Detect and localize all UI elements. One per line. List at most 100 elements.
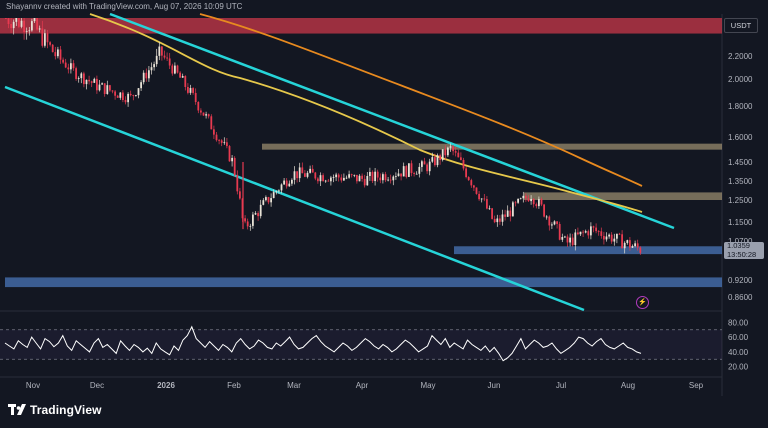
candle [340, 177, 343, 181]
candle [80, 73, 83, 79]
time-tick-label: Nov [26, 381, 40, 390]
candle [379, 177, 382, 181]
brand[interactable]: TradingView [8, 403, 102, 417]
candle [574, 232, 577, 246]
candle [309, 168, 311, 173]
ma-long-line [199, 13, 643, 187]
candle [483, 198, 486, 200]
candle [514, 202, 517, 204]
candle [532, 198, 535, 205]
candle [616, 233, 618, 239]
lightning-icon[interactable]: ⚡ [636, 296, 649, 309]
candle [285, 180, 288, 187]
candle [595, 227, 597, 232]
time-tick-label: Dec [90, 381, 104, 390]
candle [280, 184, 283, 191]
candle [324, 180, 327, 182]
candle [20, 20, 23, 27]
candle [522, 195, 525, 199]
candle [327, 180, 330, 182]
candle [249, 225, 252, 227]
candle [163, 55, 166, 58]
candle [132, 95, 135, 96]
candle [434, 157, 436, 166]
candle [129, 93, 132, 96]
candle [527, 198, 530, 202]
rsi-tick-label: 60.00 [728, 333, 749, 342]
candle [254, 213, 257, 215]
candle [408, 163, 410, 177]
candle [62, 59, 64, 63]
zone-support-4 [5, 277, 722, 288]
candle [127, 93, 129, 103]
candle [361, 175, 363, 179]
candle [441, 149, 444, 160]
candle [189, 88, 192, 93]
candle [525, 195, 527, 199]
candle [480, 198, 483, 200]
candle [75, 68, 77, 79]
candle [618, 233, 621, 235]
candle [314, 172, 317, 179]
candle [517, 198, 519, 203]
candle [106, 85, 109, 94]
candle [400, 173, 402, 177]
candle [613, 238, 616, 242]
candle [392, 176, 395, 181]
candle [122, 92, 124, 101]
candle [306, 172, 309, 177]
candle [145, 72, 148, 79]
candle [395, 176, 397, 177]
price-tick-label: 2.0000 [728, 75, 753, 84]
candle [226, 142, 228, 147]
bar-countdown: 13:50:28 [727, 249, 757, 259]
currency-label[interactable]: USDT [724, 18, 758, 33]
candle [467, 177, 470, 181]
candle [610, 234, 613, 242]
candle [582, 231, 584, 233]
rsi-tick-label: 40.00 [728, 348, 749, 357]
footer [0, 396, 768, 428]
candle [158, 46, 161, 56]
candle [301, 167, 304, 174]
candle [449, 146, 452, 148]
candle [436, 155, 439, 166]
candle [288, 183, 291, 187]
candle [36, 18, 38, 30]
candle [179, 72, 181, 78]
candle [590, 226, 592, 236]
time-tick-label: 2026 [157, 381, 175, 390]
candle [410, 163, 413, 174]
candle [5, 18, 7, 19]
candle [109, 85, 111, 91]
price-tick-label: 0.9200 [728, 276, 753, 285]
candle [72, 63, 75, 69]
channel-lower-line [4, 85, 585, 312]
candle [402, 166, 405, 177]
candle [25, 31, 28, 32]
price-tick-label: 1.6000 [728, 133, 753, 142]
candle [215, 134, 218, 141]
candle [587, 231, 590, 236]
candle [348, 174, 350, 178]
price-tick-label: 1.3500 [728, 177, 753, 186]
candle [353, 174, 356, 176]
candle [478, 193, 480, 200]
price-tick-label: 2.2000 [728, 52, 753, 61]
candle [31, 21, 33, 31]
candle [444, 149, 447, 156]
candle [244, 218, 246, 222]
tradingview-logo-icon [8, 404, 26, 416]
candle [439, 155, 441, 160]
rsi-tick-label: 20.00 [728, 363, 749, 372]
candle [194, 92, 197, 103]
last-price-tag: 1.0359 13:50:28 [724, 241, 764, 259]
candle [202, 112, 205, 116]
candle [298, 167, 301, 179]
candle [283, 180, 285, 185]
candle [475, 187, 478, 194]
candle [345, 177, 348, 179]
candle [44, 33, 46, 46]
